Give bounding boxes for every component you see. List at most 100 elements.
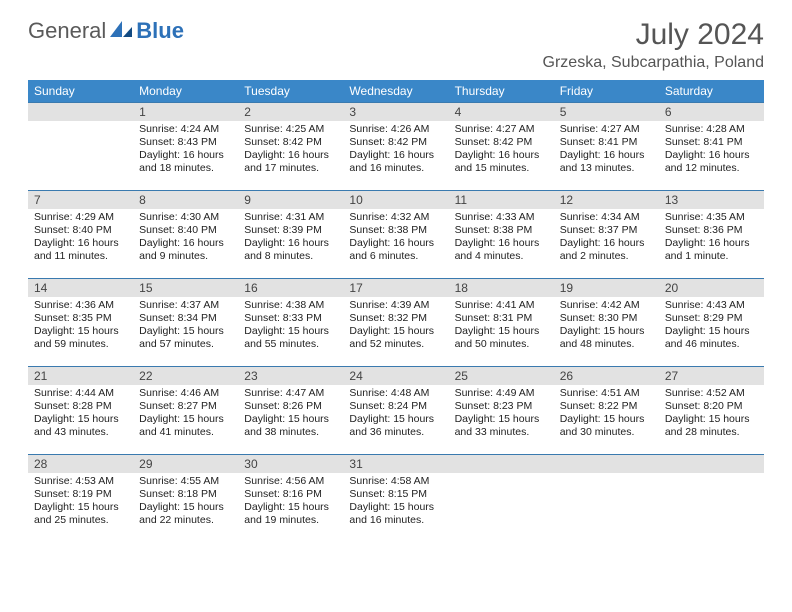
page-title: July 2024 — [543, 18, 764, 52]
logo-sail-icon — [108, 19, 134, 44]
weekday-header: Monday — [133, 80, 238, 103]
day-number: 21 — [28, 367, 133, 385]
calendar-week-row: 1Sunrise: 4:24 AMSunset: 8:43 PMDaylight… — [28, 103, 764, 191]
day-details: Sunrise: 4:47 AMSunset: 8:26 PMDaylight:… — [238, 385, 343, 444]
day-number: 27 — [659, 367, 764, 385]
calendar-day-cell: 10Sunrise: 4:32 AMSunset: 8:38 PMDayligh… — [343, 191, 448, 279]
day-details: Sunrise: 4:34 AMSunset: 8:37 PMDaylight:… — [554, 209, 659, 268]
day-details: Sunrise: 4:32 AMSunset: 8:38 PMDaylight:… — [343, 209, 448, 268]
calendar-day-cell: 7Sunrise: 4:29 AMSunset: 8:40 PMDaylight… — [28, 191, 133, 279]
day-details: Sunrise: 4:24 AMSunset: 8:43 PMDaylight:… — [133, 121, 238, 180]
title-block: July 2024 Grzeska, Subcarpathia, Poland — [543, 18, 764, 72]
day-details: Sunrise: 4:58 AMSunset: 8:15 PMDaylight:… — [343, 473, 448, 532]
weekday-header: Thursday — [449, 80, 554, 103]
calendar-day-cell: 18Sunrise: 4:41 AMSunset: 8:31 PMDayligh… — [449, 279, 554, 367]
day-details: Sunrise: 4:42 AMSunset: 8:30 PMDaylight:… — [554, 297, 659, 356]
day-number: 29 — [133, 455, 238, 473]
day-number: 19 — [554, 279, 659, 297]
day-number: 18 — [449, 279, 554, 297]
day-number: 14 — [28, 279, 133, 297]
day-number: 20 — [659, 279, 764, 297]
day-number: 5 — [554, 103, 659, 121]
day-details: Sunrise: 4:52 AMSunset: 8:20 PMDaylight:… — [659, 385, 764, 444]
calendar-table: SundayMondayTuesdayWednesdayThursdayFrid… — [28, 80, 764, 543]
day-details: Sunrise: 4:44 AMSunset: 8:28 PMDaylight:… — [28, 385, 133, 444]
day-details: Sunrise: 4:48 AMSunset: 8:24 PMDaylight:… — [343, 385, 448, 444]
header: General Blue July 2024 Grzeska, Subcarpa… — [28, 18, 764, 72]
calendar-day-cell: 15Sunrise: 4:37 AMSunset: 8:34 PMDayligh… — [133, 279, 238, 367]
calendar-day-cell: 5Sunrise: 4:27 AMSunset: 8:41 PMDaylight… — [554, 103, 659, 191]
calendar-day-cell: 22Sunrise: 4:46 AMSunset: 8:27 PMDayligh… — [133, 367, 238, 455]
day-number: 8 — [133, 191, 238, 209]
day-details: Sunrise: 4:25 AMSunset: 8:42 PMDaylight:… — [238, 121, 343, 180]
day-number: 22 — [133, 367, 238, 385]
day-details: Sunrise: 4:31 AMSunset: 8:39 PMDaylight:… — [238, 209, 343, 268]
day-number: 7 — [28, 191, 133, 209]
calendar-day-cell: 14Sunrise: 4:36 AMSunset: 8:35 PMDayligh… — [28, 279, 133, 367]
day-number: 10 — [343, 191, 448, 209]
day-number: 26 — [554, 367, 659, 385]
calendar-day-cell: 28Sunrise: 4:53 AMSunset: 8:19 PMDayligh… — [28, 455, 133, 543]
calendar-day-cell: 12Sunrise: 4:34 AMSunset: 8:37 PMDayligh… — [554, 191, 659, 279]
day-details: Sunrise: 4:41 AMSunset: 8:31 PMDaylight:… — [449, 297, 554, 356]
day-details: Sunrise: 4:29 AMSunset: 8:40 PMDaylight:… — [28, 209, 133, 268]
day-details: Sunrise: 4:38 AMSunset: 8:33 PMDaylight:… — [238, 297, 343, 356]
day-number: 3 — [343, 103, 448, 121]
weekday-header: Friday — [554, 80, 659, 103]
day-number: 1 — [133, 103, 238, 121]
day-details: Sunrise: 4:51 AMSunset: 8:22 PMDaylight:… — [554, 385, 659, 444]
calendar-day-cell: 9Sunrise: 4:31 AMSunset: 8:39 PMDaylight… — [238, 191, 343, 279]
day-number: 30 — [238, 455, 343, 473]
day-number: 6 — [659, 103, 764, 121]
day-details: Sunrise: 4:43 AMSunset: 8:29 PMDaylight:… — [659, 297, 764, 356]
day-number: 16 — [238, 279, 343, 297]
calendar-day-cell: 24Sunrise: 4:48 AMSunset: 8:24 PMDayligh… — [343, 367, 448, 455]
location-line: Grzeska, Subcarpathia, Poland — [543, 54, 764, 72]
day-number: 2 — [238, 103, 343, 121]
day-number-bar — [28, 103, 133, 121]
day-details: Sunrise: 4:27 AMSunset: 8:41 PMDaylight:… — [554, 121, 659, 180]
day-number: 11 — [449, 191, 554, 209]
calendar-day-cell: 31Sunrise: 4:58 AMSunset: 8:15 PMDayligh… — [343, 455, 448, 543]
day-number: 15 — [133, 279, 238, 297]
calendar-day-cell: 25Sunrise: 4:49 AMSunset: 8:23 PMDayligh… — [449, 367, 554, 455]
day-number: 13 — [659, 191, 764, 209]
calendar-empty-cell — [554, 455, 659, 543]
calendar-day-cell: 16Sunrise: 4:38 AMSunset: 8:33 PMDayligh… — [238, 279, 343, 367]
calendar-day-cell: 8Sunrise: 4:30 AMSunset: 8:40 PMDaylight… — [133, 191, 238, 279]
day-number: 28 — [28, 455, 133, 473]
logo: General Blue — [28, 18, 184, 44]
calendar-week-row: 14Sunrise: 4:36 AMSunset: 8:35 PMDayligh… — [28, 279, 764, 367]
day-details: Sunrise: 4:56 AMSunset: 8:16 PMDaylight:… — [238, 473, 343, 532]
calendar-day-cell: 19Sunrise: 4:42 AMSunset: 8:30 PMDayligh… — [554, 279, 659, 367]
day-number: 4 — [449, 103, 554, 121]
day-details: Sunrise: 4:37 AMSunset: 8:34 PMDaylight:… — [133, 297, 238, 356]
day-details: Sunrise: 4:28 AMSunset: 8:41 PMDaylight:… — [659, 121, 764, 180]
day-number-bar — [554, 455, 659, 473]
day-number: 31 — [343, 455, 448, 473]
calendar-day-cell: 11Sunrise: 4:33 AMSunset: 8:38 PMDayligh… — [449, 191, 554, 279]
weekday-header: Saturday — [659, 80, 764, 103]
calendar-day-cell: 6Sunrise: 4:28 AMSunset: 8:41 PMDaylight… — [659, 103, 764, 191]
calendar-day-cell: 21Sunrise: 4:44 AMSunset: 8:28 PMDayligh… — [28, 367, 133, 455]
day-number: 25 — [449, 367, 554, 385]
day-details: Sunrise: 4:49 AMSunset: 8:23 PMDaylight:… — [449, 385, 554, 444]
day-details: Sunrise: 4:39 AMSunset: 8:32 PMDaylight:… — [343, 297, 448, 356]
weekday-header: Sunday — [28, 80, 133, 103]
day-details: Sunrise: 4:30 AMSunset: 8:40 PMDaylight:… — [133, 209, 238, 268]
calendar-day-cell: 27Sunrise: 4:52 AMSunset: 8:20 PMDayligh… — [659, 367, 764, 455]
day-number: 23 — [238, 367, 343, 385]
calendar-empty-cell — [449, 455, 554, 543]
logo-text-general: General — [28, 18, 106, 44]
day-details: Sunrise: 4:46 AMSunset: 8:27 PMDaylight:… — [133, 385, 238, 444]
calendar-day-cell: 23Sunrise: 4:47 AMSunset: 8:26 PMDayligh… — [238, 367, 343, 455]
calendar-day-cell: 17Sunrise: 4:39 AMSunset: 8:32 PMDayligh… — [343, 279, 448, 367]
day-number-bar — [659, 455, 764, 473]
calendar-week-row: 28Sunrise: 4:53 AMSunset: 8:19 PMDayligh… — [28, 455, 764, 543]
calendar-day-cell: 4Sunrise: 4:27 AMSunset: 8:42 PMDaylight… — [449, 103, 554, 191]
day-details: Sunrise: 4:36 AMSunset: 8:35 PMDaylight:… — [28, 297, 133, 356]
day-number: 12 — [554, 191, 659, 209]
day-number-bar — [449, 455, 554, 473]
day-number: 17 — [343, 279, 448, 297]
weekday-header: Wednesday — [343, 80, 448, 103]
